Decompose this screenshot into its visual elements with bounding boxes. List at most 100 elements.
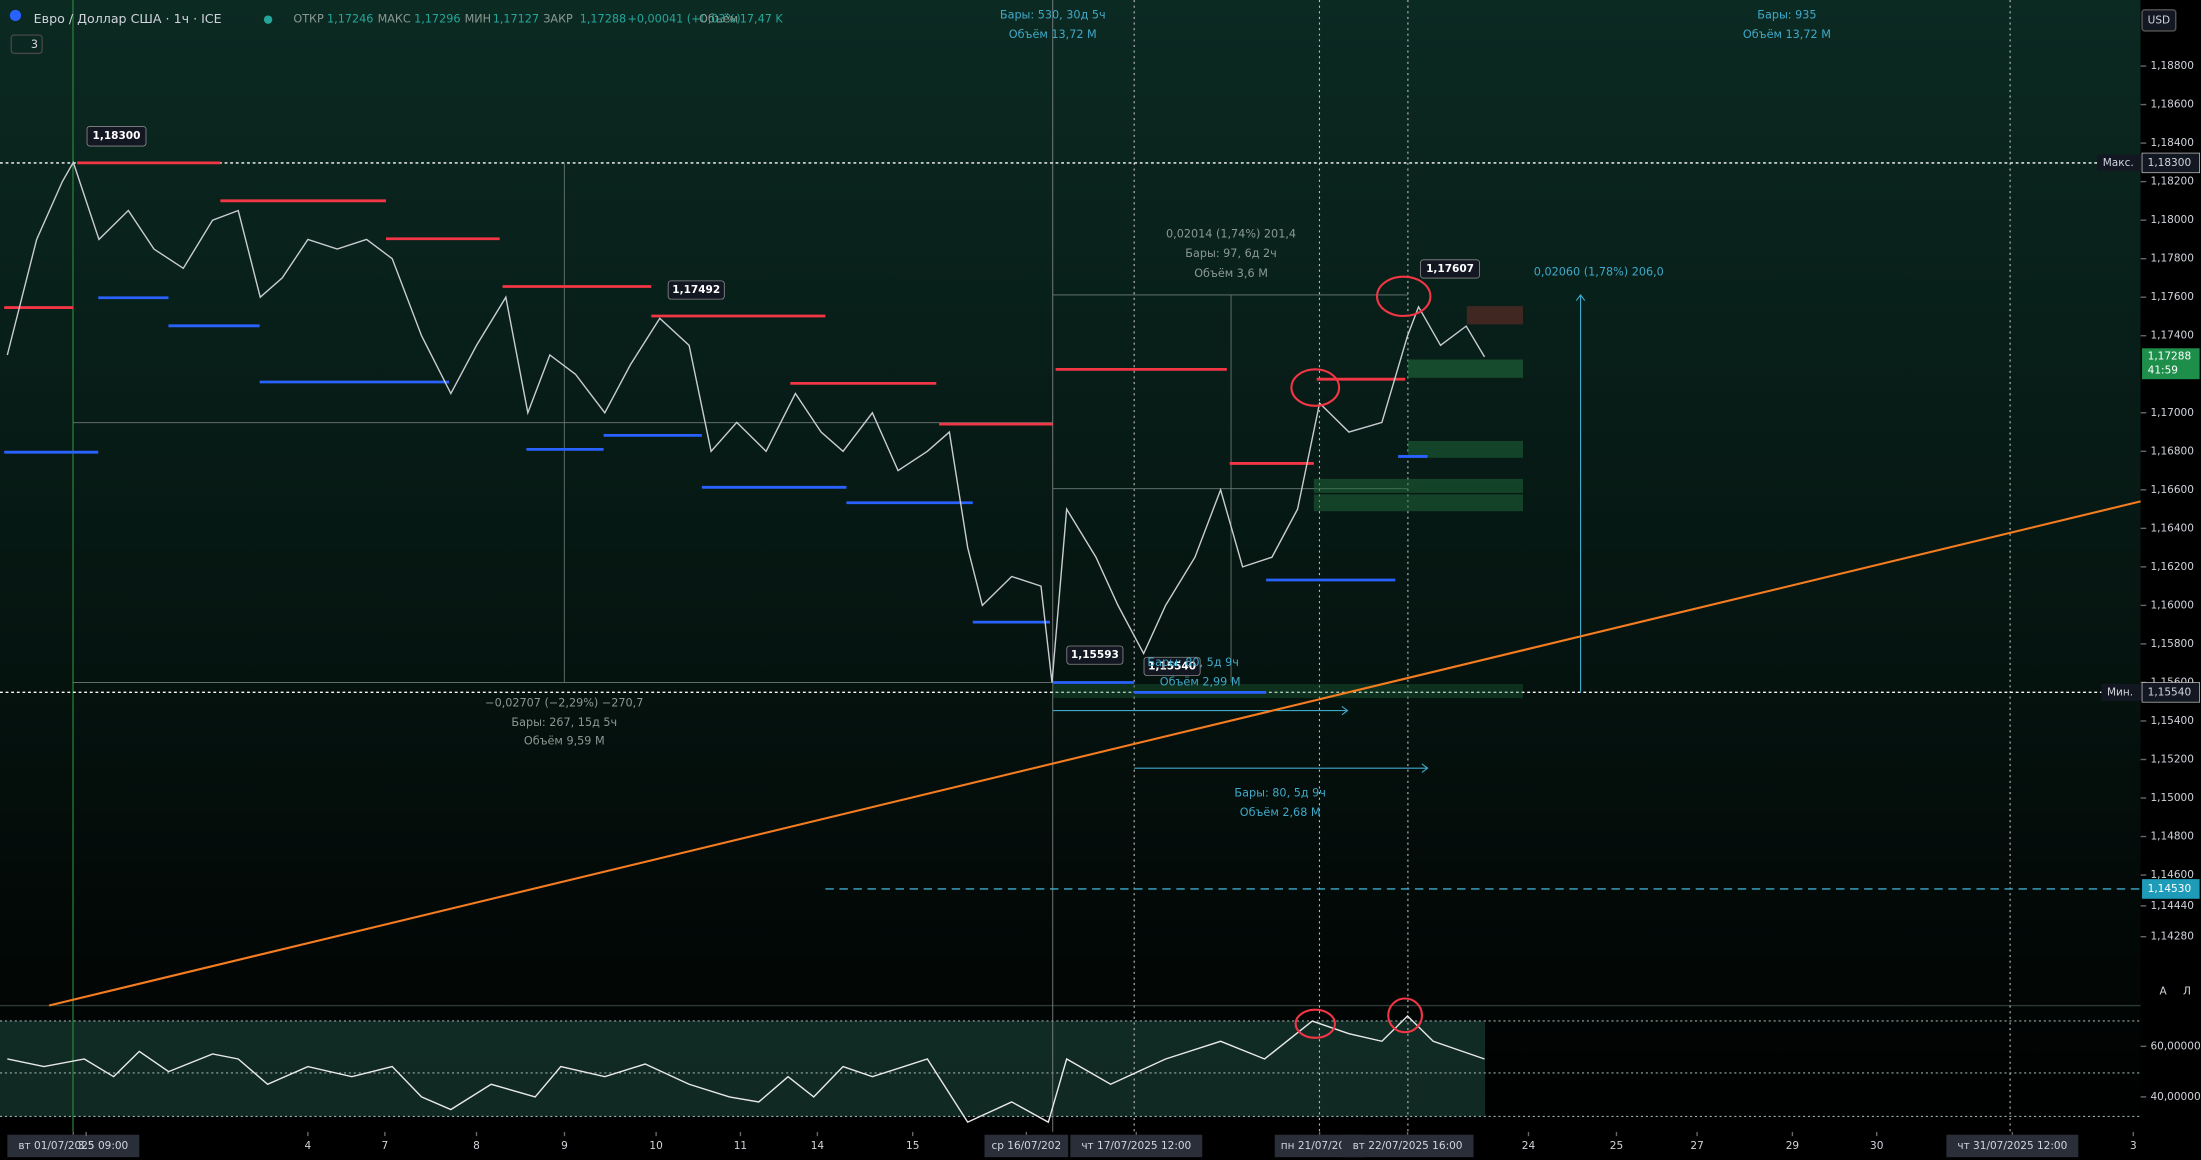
status-dot (263, 15, 273, 24)
x-tick-label: вт 22/07/2025 16:00 (1353, 1140, 1463, 1152)
symbol[interactable]: Евро / Доллар США · 1ч · ICE (34, 11, 222, 26)
y-tick-label: 1,14440 (2150, 900, 2193, 912)
volume-label: Объём (699, 13, 738, 26)
x-tick-label: 15 (906, 1140, 919, 1152)
y-tick-label: 1,16000 (2150, 599, 2193, 611)
symbol-icon (9, 9, 22, 22)
change: +0,00041 (+0,03%) (627, 13, 740, 26)
zones (1052, 306, 1524, 698)
measure-text: −0,02707 (−2,29%) −270,7 (485, 697, 643, 710)
x-tick-label: 9 (561, 1140, 568, 1152)
indicators-toggle[interactable] (10, 34, 43, 55)
y-tick-label: 1,14280 (2150, 931, 2193, 943)
ohlc-label: МАКС (378, 13, 411, 26)
x-tick-label: 3.5 (78, 1140, 95, 1152)
max-label: Макс. (2103, 157, 2134, 169)
countdown: 41:59 (2148, 365, 2178, 377)
y-tick-label: 1,17800 (2150, 253, 2193, 265)
stat: Бары: 530, 30д 5ч (1000, 8, 1106, 21)
measure-text: 0,02060 (1,78%) 206,0 (1534, 265, 1664, 278)
log-scale-button[interactable]: Л (2183, 985, 2191, 997)
y-tick-label: 1,15400 (2150, 715, 2193, 727)
min-price-bg (2141, 682, 2200, 703)
y-tick-label: 1,18000 (2150, 214, 2193, 226)
plot-background (0, 0, 2141, 1132)
highlight-circles (1290, 275, 1432, 1039)
indicators-count[interactable]: 3 (31, 38, 38, 51)
y-tick-label: 1,16400 (2150, 522, 2193, 534)
y-tick-label: 40,00000 (2150, 1091, 2200, 1103)
series-layer (6, 160, 1486, 1124)
trend-line (48, 500, 2141, 1007)
x-tick-label: ср 16/07/202 (991, 1140, 1061, 1152)
measure-text: 0,02014 (1,74%) 201,4 (1166, 228, 1296, 241)
ohlc-value: 1,17246 (327, 13, 373, 26)
rsi-band (0, 1020, 1486, 1117)
auto-scale-button[interactable]: A (2159, 985, 2167, 997)
y-tick-label: 1,18200 (2150, 176, 2193, 188)
last-price: 1,17288 (2148, 351, 2191, 363)
x-tick-label: 29 (1786, 1140, 1799, 1152)
ohlc-label: МИН (465, 13, 492, 26)
y-tick-label: 1,15000 (2150, 792, 2193, 804)
price-tag: 1,15540 (1148, 660, 1196, 672)
measure-text: Бары: 80, 5д 9ч (1234, 786, 1326, 799)
volume: 17,47 K (740, 13, 784, 26)
measure-text: Бары: 80, 5д 9ч (1147, 656, 1239, 669)
x-tick-label: пн 21/07/2025 (1281, 1140, 1359, 1152)
x-tick-label-bg (984, 1134, 1069, 1158)
min-label-bg (2101, 683, 2143, 701)
price-tag: 1,15593 (1071, 649, 1119, 661)
ohlc-value: 1,17288 (580, 13, 626, 26)
x-tick-label: 11 (734, 1140, 747, 1152)
resistance-lines (4, 161, 1406, 465)
measure-text: Бары: 267, 15д 5ч (511, 716, 617, 729)
ohlc-label: ОТКР (293, 13, 324, 26)
support-lines (4, 296, 1428, 694)
y-tick-label: 1,15800 (2150, 638, 2193, 650)
measure-text: Бары: 97, 6д 2ч (1185, 247, 1277, 260)
min-label: Мин. (2107, 686, 2133, 698)
y-tick-label: 1,16800 (2150, 445, 2193, 457)
y-tick-label: 60,00000 (2150, 1040, 2200, 1052)
max-label-bg (2097, 154, 2143, 172)
price-tag: 1,18300 (93, 130, 141, 142)
stat: Бары: 935 (1757, 8, 1816, 21)
y-tick-label: 1,14800 (2150, 831, 2193, 843)
alert-price: 1,14530 (2148, 883, 2191, 895)
price-line (7, 1015, 1485, 1124)
measure-text: Объём 2,99 M (1160, 676, 1241, 689)
currency-button[interactable] (2141, 9, 2177, 32)
ohlc-value: 1,17127 (493, 13, 539, 26)
x-tick-label: вт 01/07/2025 09:00 (18, 1140, 128, 1152)
y-tick-label: 1,14600 (2150, 869, 2193, 881)
rsi-levels (0, 1020, 2141, 1118)
min-price: 1,15540 (2148, 686, 2191, 698)
ohlc-value: 1,17296 (414, 13, 460, 26)
measure-text: Объём 2,68 M (1240, 806, 1321, 819)
price-line (6, 160, 1486, 683)
measure-text: Объём 3,6 M (1194, 267, 1268, 280)
last-price-bg (2142, 348, 2200, 380)
x-tick-label-bg (1070, 1134, 1203, 1158)
ohlc-label: ЗАКР (543, 13, 573, 26)
x-tick-label: 3 (2130, 1140, 2137, 1152)
x-tick-label: 14 (811, 1140, 825, 1152)
x-tick-label: 27 (1690, 1140, 1703, 1152)
x-tick-label: 24 (1522, 1140, 1536, 1152)
currency[interactable]: USD (2148, 14, 2170, 26)
x-tick-label: чт 17/07/2025 12:00 (1081, 1140, 1191, 1152)
time-axis-background (0, 1131, 2141, 1160)
y-tick-label: 1,16200 (2150, 561, 2193, 573)
x-tick-label: чт 31/07/2025 12:00 (1957, 1140, 2067, 1152)
y-tick-label: 1,16600 (2150, 484, 2193, 496)
x-tick-label: 8 (473, 1140, 480, 1152)
y-tick-label: 1,17400 (2150, 330, 2193, 342)
stat: Объём 13,72 M (1743, 28, 1831, 41)
range-arrows (1052, 293, 1586, 773)
y-tick-label: 1,18800 (2150, 60, 2193, 72)
x-tick-label: 7 (382, 1140, 389, 1152)
measure-text: Объём 9,59 M (524, 734, 605, 747)
y-tick-label: 1,18400 (2150, 137, 2193, 149)
